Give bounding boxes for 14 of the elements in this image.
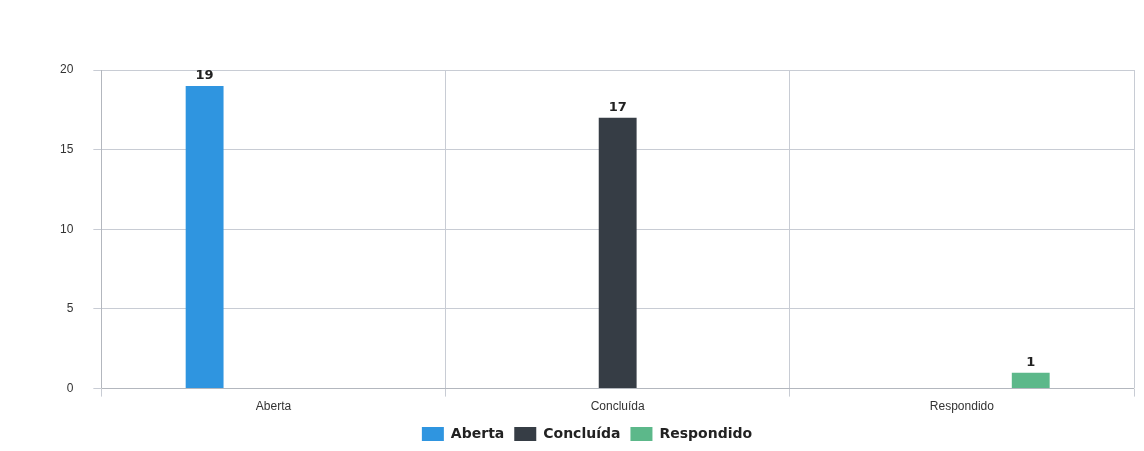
y-tick-label: 20	[59, 62, 74, 77]
data-label: 19	[195, 66, 214, 82]
legend-label: Concluída	[543, 424, 621, 441]
legend-label: Respondido	[659, 424, 753, 441]
data-label: 1	[1026, 353, 1036, 369]
x-tick-label: Respondido	[929, 399, 995, 414]
y-tick-label: 10	[59, 221, 74, 236]
x-tick-label: Aberta	[255, 399, 292, 414]
data-label: 17	[608, 98, 627, 114]
y-tick-label: 5	[66, 301, 74, 316]
y-tick-label: 15	[59, 141, 74, 156]
y-tick-label: 0	[66, 380, 74, 395]
legend-label: Aberta	[450, 424, 505, 441]
x-tick-label: Concluída	[590, 399, 646, 414]
